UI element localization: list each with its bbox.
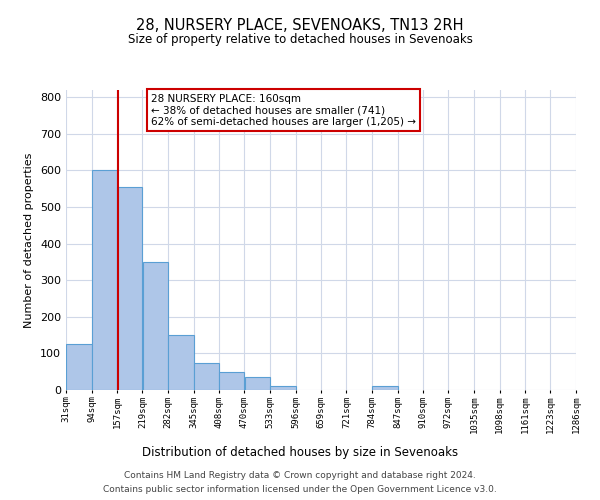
Bar: [270, 386, 296, 390]
Text: Contains HM Land Registry data © Crown copyright and database right 2024.: Contains HM Land Registry data © Crown c…: [124, 472, 476, 480]
Bar: [92, 170, 117, 390]
Text: Contains public sector information licensed under the Open Government Licence v3: Contains public sector information licen…: [103, 484, 497, 494]
Bar: [118, 187, 142, 390]
Text: 28, NURSERY PLACE, SEVENOAKS, TN13 2RH: 28, NURSERY PLACE, SEVENOAKS, TN13 2RH: [136, 18, 464, 32]
Bar: [194, 362, 219, 390]
Bar: [168, 335, 194, 390]
Text: Size of property relative to detached houses in Sevenoaks: Size of property relative to detached ho…: [128, 32, 472, 46]
Bar: [245, 377, 270, 390]
Y-axis label: Number of detached properties: Number of detached properties: [25, 152, 34, 328]
Text: 28 NURSERY PLACE: 160sqm
← 38% of detached houses are smaller (741)
62% of semi-: 28 NURSERY PLACE: 160sqm ← 38% of detach…: [151, 94, 416, 127]
Bar: [66, 344, 91, 390]
Bar: [220, 372, 244, 390]
Bar: [372, 386, 398, 390]
Bar: [143, 262, 168, 390]
Text: Distribution of detached houses by size in Sevenoaks: Distribution of detached houses by size …: [142, 446, 458, 459]
